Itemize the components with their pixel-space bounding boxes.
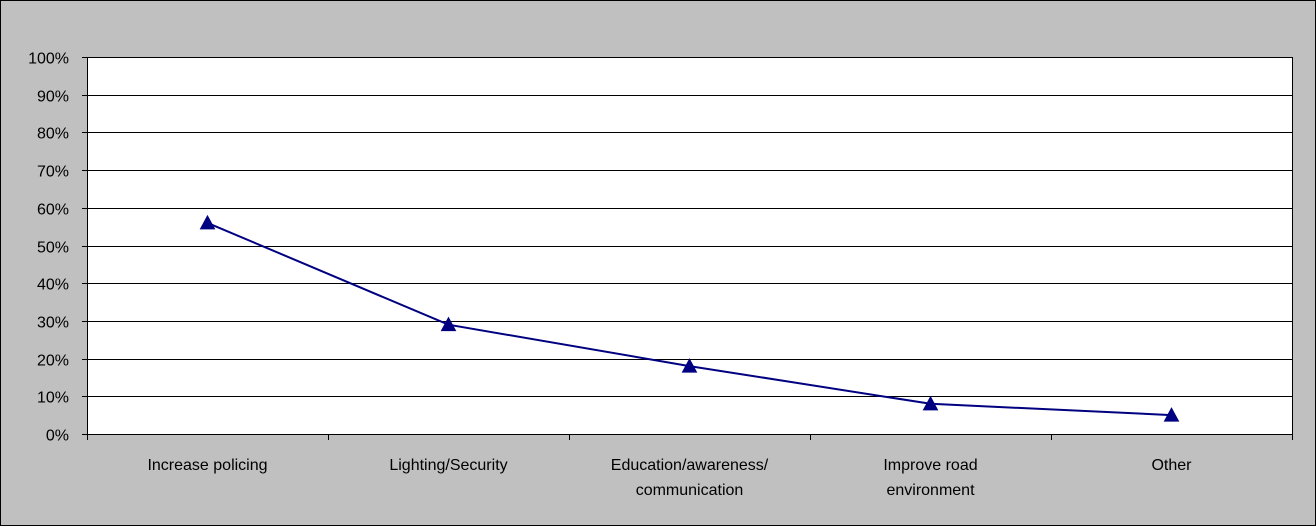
plot-area <box>87 57 1292 434</box>
y-tick-label: 50% <box>37 240 69 257</box>
x-axis: Increase policing Lighting/Security Educat… <box>87 434 1293 499</box>
x-tick-label: Education/awareness/ <box>611 457 769 474</box>
x-tick-label: Increase policing <box>147 457 267 474</box>
y-tick-label: 80% <box>37 126 69 143</box>
data-point-marker <box>681 358 698 373</box>
data-point-marker <box>1163 407 1180 422</box>
x-tick-label: Other <box>1151 457 1192 474</box>
y-tick-label: 10% <box>37 390 69 407</box>
x-tick-label: environment <box>886 482 975 499</box>
y-tick-label: 30% <box>37 315 69 332</box>
data-point-marker <box>440 316 457 332</box>
x-tick-label: communication <box>636 482 744 499</box>
x-tick-label: Lighting/Security <box>389 457 507 474</box>
data-point-marker <box>199 214 216 230</box>
y-tick-label: 60% <box>37 202 69 219</box>
y-axis: 0% 10% 20% 30% 40% 50% 60% 70% 80% 90% 100% <box>28 51 88 445</box>
data-point-marker <box>922 395 939 411</box>
y-tick-label: 70% <box>37 164 69 181</box>
y-tick-label: 100% <box>28 51 69 68</box>
series-group <box>199 214 1180 422</box>
y-tick-label: 90% <box>37 89 69 106</box>
y-tick-label: 0% <box>46 428 69 445</box>
x-tick-label: Improve road <box>883 457 977 474</box>
gridlines <box>87 57 1293 434</box>
y-tick-label: 20% <box>37 353 69 370</box>
y-tick-label: 40% <box>37 277 69 294</box>
